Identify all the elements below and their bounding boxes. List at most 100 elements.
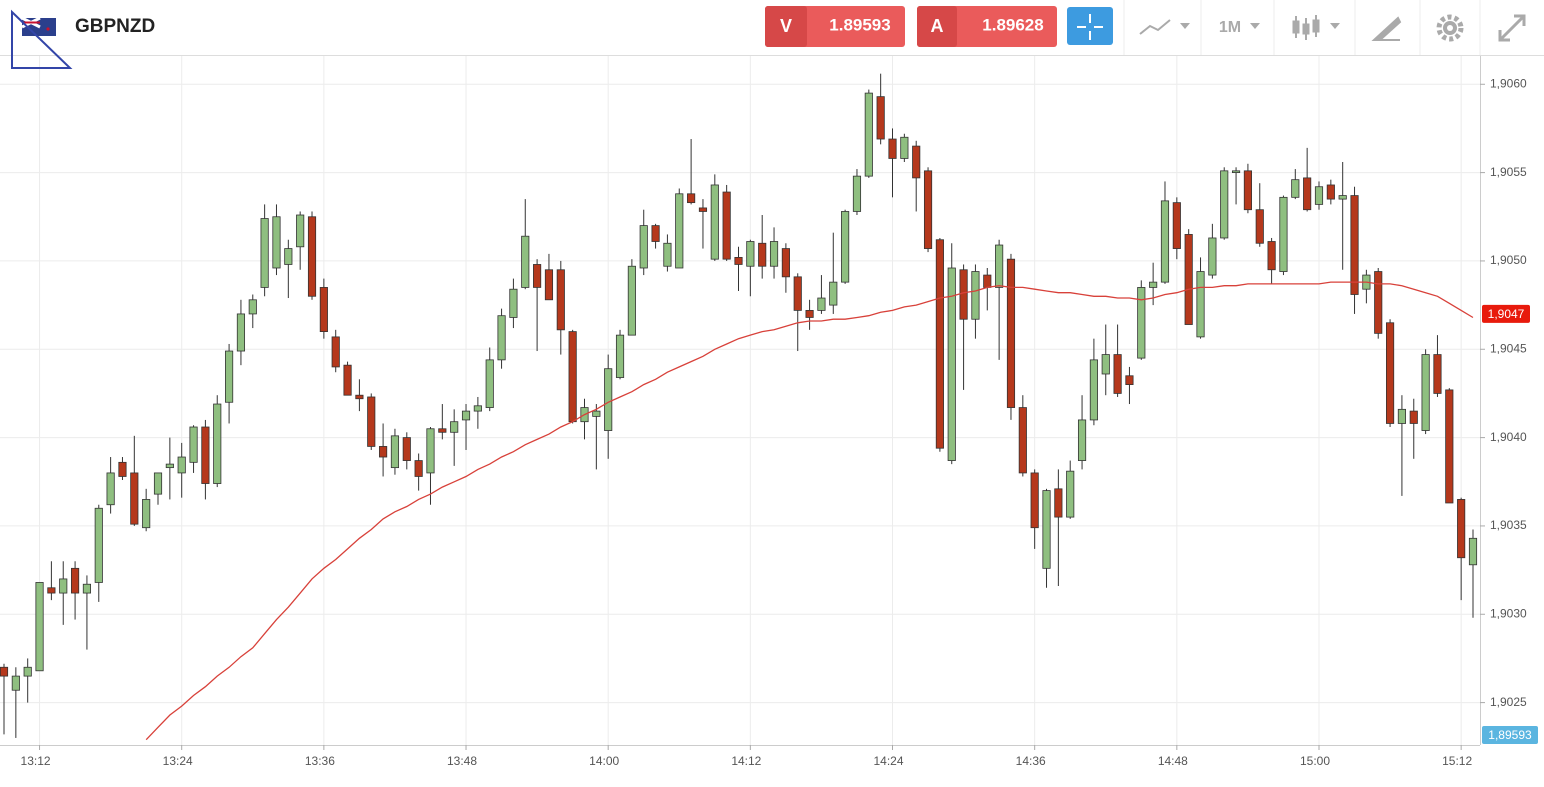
candle-body bbox=[935, 239, 944, 449]
candle-body bbox=[651, 225, 660, 242]
x-tick-label: 13:12 bbox=[21, 754, 51, 768]
candle-body bbox=[1006, 258, 1016, 408]
y-tick-label: 1,9045 bbox=[1490, 341, 1527, 355]
crosshair-button[interactable] bbox=[1067, 7, 1113, 45]
fullscreen-button[interactable] bbox=[1498, 14, 1526, 42]
candle-body bbox=[817, 297, 826, 311]
candle-body bbox=[639, 225, 648, 269]
candle-body bbox=[118, 461, 127, 477]
candle-body bbox=[1160, 200, 1170, 283]
candle-body bbox=[213, 403, 222, 484]
sell-label: V bbox=[780, 16, 792, 36]
candle-body bbox=[1291, 179, 1300, 198]
sell-button[interactable]: V 1.89593 bbox=[765, 6, 905, 47]
candle-body bbox=[82, 583, 91, 594]
candle-body bbox=[35, 582, 44, 672]
candle-body bbox=[402, 437, 411, 461]
candle-body bbox=[1314, 186, 1324, 205]
candle-body bbox=[556, 269, 565, 331]
candle-body bbox=[1220, 170, 1229, 239]
indicator-button[interactable] bbox=[1139, 19, 1190, 35]
candle-body bbox=[1267, 241, 1276, 271]
bottom-tag-box bbox=[1482, 726, 1538, 744]
drawing-triangle bbox=[11, 9, 73, 69]
candle-body bbox=[1433, 354, 1442, 394]
candle-body bbox=[769, 241, 779, 267]
candle-body bbox=[1018, 407, 1027, 474]
candle-body bbox=[307, 216, 317, 297]
candle-body bbox=[1457, 499, 1466, 559]
candle-body bbox=[592, 410, 601, 417]
candle-body bbox=[1409, 410, 1418, 424]
candle-body bbox=[11, 675, 20, 691]
candle-body bbox=[923, 170, 933, 249]
x-tick-label: 13:24 bbox=[163, 754, 193, 768]
candle-body bbox=[1113, 354, 1122, 394]
candle-body bbox=[1338, 195, 1347, 200]
candle-body bbox=[0, 666, 9, 677]
candle-body bbox=[1208, 237, 1217, 276]
candle-body bbox=[331, 336, 340, 368]
x-tick-label: 13:48 bbox=[447, 754, 477, 768]
candle-body bbox=[1196, 271, 1205, 338]
candle-body bbox=[130, 472, 139, 525]
candle-body bbox=[521, 235, 530, 288]
buy-label: A bbox=[931, 16, 944, 36]
candle-body bbox=[473, 405, 482, 412]
candle-body bbox=[864, 92, 873, 177]
buy-button[interactable]: A 1.89628 bbox=[917, 6, 1057, 47]
candle-body bbox=[983, 274, 992, 288]
candle-body bbox=[746, 241, 755, 267]
candle-body bbox=[414, 460, 423, 477]
candle-body bbox=[722, 191, 731, 260]
symbol-title: GBPNZD bbox=[75, 16, 155, 37]
chart-type-button[interactable] bbox=[1292, 15, 1340, 40]
candle-body bbox=[189, 426, 198, 463]
timeframe-label: 1M bbox=[1219, 19, 1241, 36]
candle-body bbox=[568, 331, 577, 423]
draw-tool-button[interactable] bbox=[1371, 16, 1402, 41]
candle-body bbox=[461, 410, 471, 421]
x-tick-label: 15:00 bbox=[1300, 754, 1330, 768]
x-tick-label: 14:12 bbox=[731, 754, 761, 768]
candle-body bbox=[450, 421, 459, 433]
y-tick-label: 1,9050 bbox=[1490, 253, 1527, 267]
candle-body bbox=[236, 313, 246, 352]
candle-body bbox=[177, 456, 186, 474]
candle-body bbox=[533, 264, 542, 288]
y-tick-label: 1,9035 bbox=[1490, 518, 1527, 532]
candle-body bbox=[1042, 490, 1051, 569]
candle-body bbox=[1303, 177, 1312, 211]
candle-body bbox=[272, 216, 281, 269]
candle-body bbox=[94, 507, 103, 583]
candle-body bbox=[1137, 287, 1146, 359]
x-tick-label: 13:36 bbox=[305, 754, 335, 768]
candle-body bbox=[615, 334, 625, 378]
price-tag-box bbox=[1482, 304, 1530, 323]
candle-body bbox=[793, 276, 802, 311]
candle-body bbox=[781, 248, 790, 278]
candle-body bbox=[663, 242, 672, 267]
buy-price: 1.89628 bbox=[982, 15, 1043, 34]
candle-body bbox=[1184, 234, 1193, 325]
candle-body bbox=[900, 136, 909, 159]
candle-body bbox=[888, 138, 897, 159]
candle-body bbox=[959, 269, 968, 320]
candle-body bbox=[426, 428, 435, 474]
candle-body bbox=[876, 96, 885, 140]
candle-body bbox=[1397, 408, 1406, 424]
candle-body bbox=[1077, 419, 1087, 461]
timeframe-button[interactable]: 1M bbox=[1219, 19, 1260, 36]
candle-body bbox=[1468, 537, 1478, 566]
candle-body bbox=[485, 359, 494, 408]
candle-body bbox=[675, 193, 684, 269]
y-tick-label: 1,9055 bbox=[1490, 165, 1527, 179]
candle-body bbox=[734, 256, 743, 265]
candle-body bbox=[758, 242, 767, 267]
x-tick-label: 14:48 bbox=[1158, 754, 1188, 768]
sell-price: 1.89593 bbox=[829, 15, 890, 34]
settings-button[interactable] bbox=[1436, 14, 1464, 42]
candle-body bbox=[59, 578, 68, 594]
